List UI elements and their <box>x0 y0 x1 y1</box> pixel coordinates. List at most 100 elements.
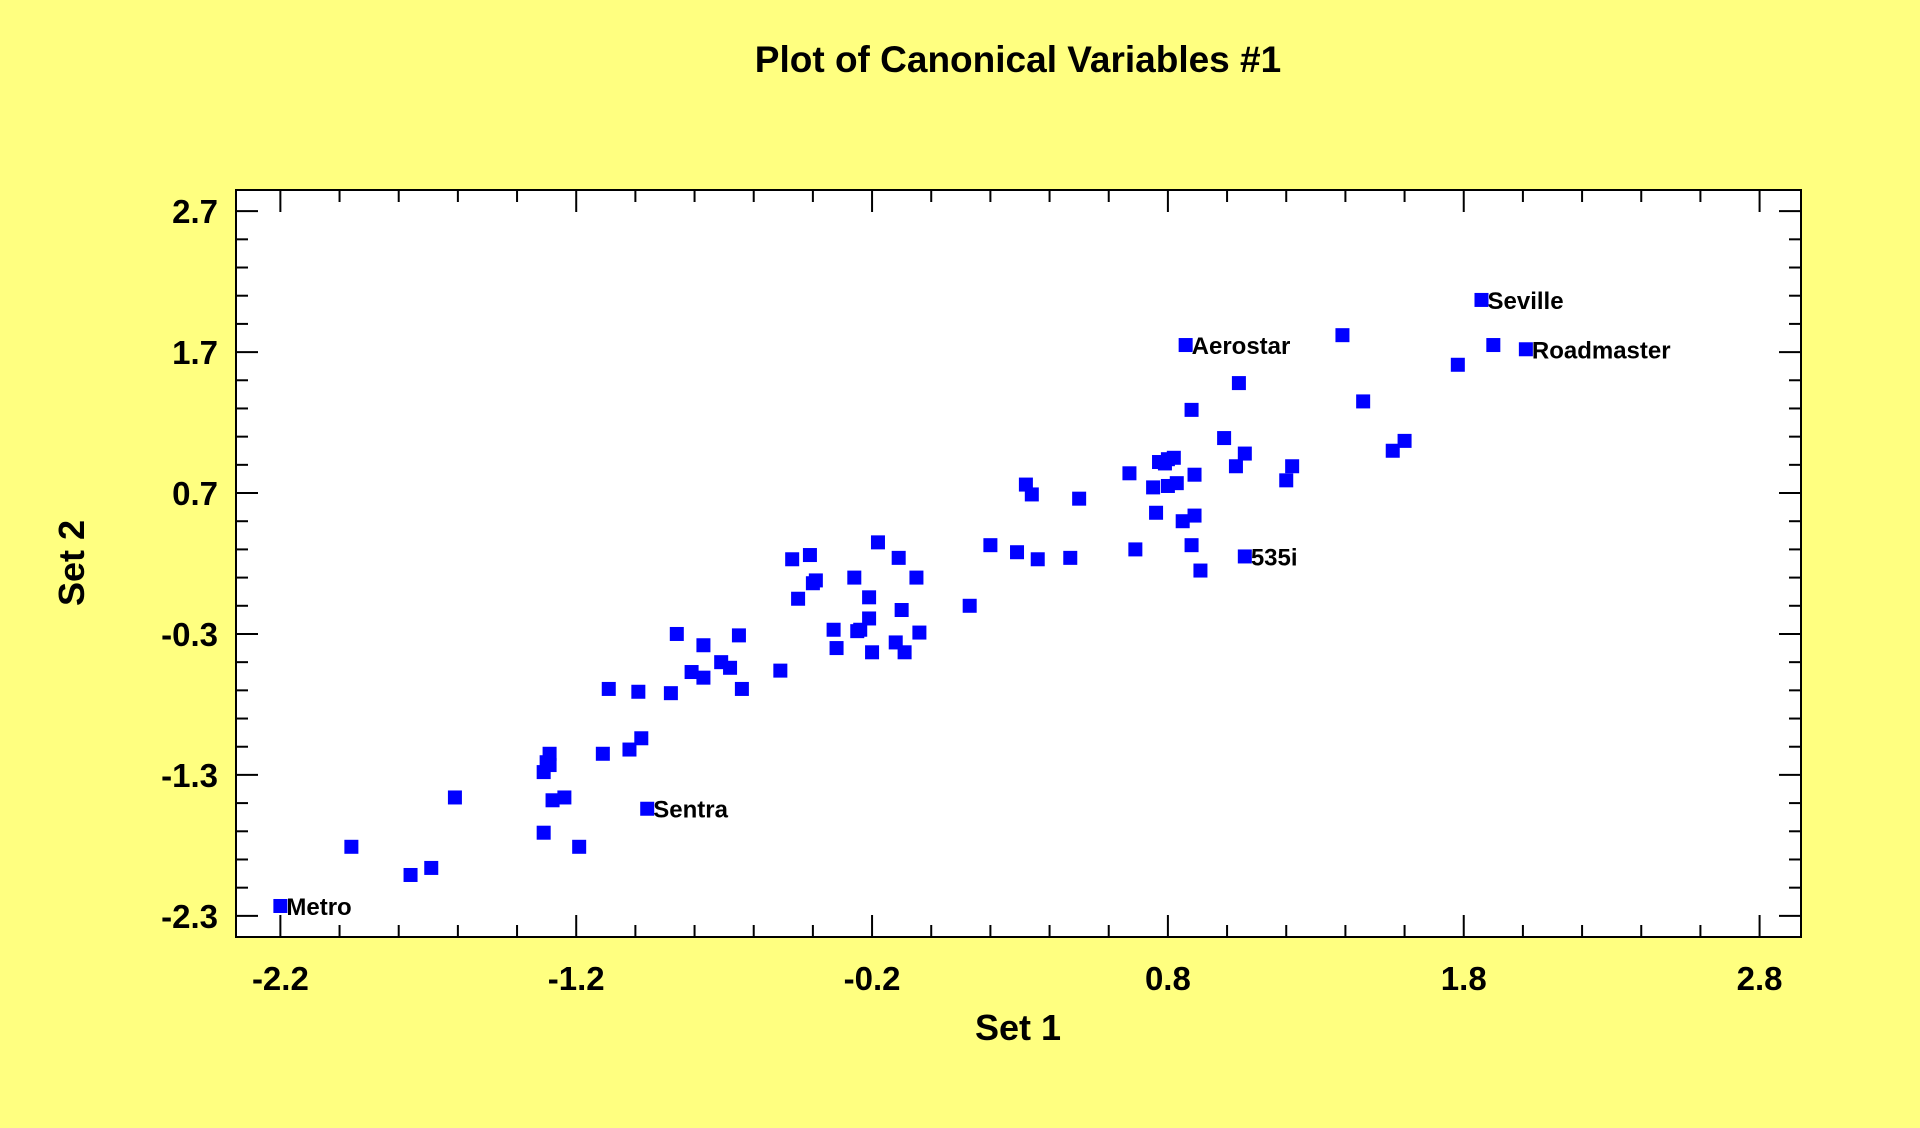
data-point <box>557 790 572 805</box>
data-point <box>1474 292 1489 307</box>
data-point <box>536 825 551 840</box>
data-point <box>1217 431 1232 446</box>
point-label: Sentra <box>653 797 728 824</box>
data-point <box>1072 491 1087 506</box>
data-point <box>723 660 738 675</box>
point-label: Metro <box>286 894 351 921</box>
data-point <box>894 603 909 618</box>
data-point <box>853 622 868 637</box>
data-point <box>1184 538 1199 553</box>
data-point <box>847 570 862 585</box>
data-point <box>808 573 823 588</box>
data-point <box>1187 467 1202 482</box>
data-point <box>1030 552 1045 567</box>
y-tick-label: 0.7 <box>172 475 218 512</box>
data-point <box>1149 505 1164 520</box>
y-tick-label: 2.7 <box>172 193 218 230</box>
data-point <box>1193 563 1208 578</box>
axis-ticks: -2.2 -1.2 -0.2 0.8 1.8 2.8 2.7 1.7 0.7 -0.3 -1.3 -2… <box>161 190 1801 997</box>
data-point <box>447 790 462 805</box>
x-tick-label: -0.2 <box>844 960 901 997</box>
data-point <box>1237 446 1252 461</box>
data-point <box>684 665 699 680</box>
data-point <box>631 684 646 699</box>
data-point <box>542 758 557 773</box>
x-axis-label: Set 1 <box>975 1007 1061 1048</box>
data-point <box>1175 514 1190 529</box>
point-label: Roadmaster <box>1532 337 1671 364</box>
data-point <box>1146 480 1161 495</box>
data-point <box>862 590 877 605</box>
data-point <box>1486 338 1501 353</box>
data-point <box>634 731 649 746</box>
data-point <box>696 638 711 653</box>
data-point <box>1279 473 1294 488</box>
data-point <box>663 686 678 701</box>
data-point <box>1063 550 1078 565</box>
data-point <box>962 598 977 613</box>
data-point <box>773 663 788 678</box>
data-point <box>572 839 587 854</box>
data-point <box>1285 459 1300 474</box>
y-tick-label: 1.7 <box>172 334 218 371</box>
point-label: Aerostar <box>1192 333 1291 360</box>
data-point <box>826 622 841 637</box>
data-point <box>601 681 616 696</box>
data-point <box>1122 466 1137 481</box>
data-point <box>891 550 906 565</box>
x-tick-label: -1.2 <box>548 960 605 997</box>
data-point <box>1184 402 1199 417</box>
data-point <box>1231 376 1246 391</box>
data-point <box>1335 328 1350 343</box>
point-label: Seville <box>1487 288 1563 315</box>
data-point <box>640 801 655 816</box>
data-point <box>542 746 557 761</box>
data-point <box>273 898 288 913</box>
data-point <box>1450 357 1465 372</box>
data-point <box>734 681 749 696</box>
data-point <box>909 570 924 585</box>
x-tick-label: -2.2 <box>252 960 309 997</box>
data-point <box>731 628 746 643</box>
data-point <box>424 860 439 875</box>
x-tick-label: 2.8 <box>1737 960 1783 997</box>
data-points: Metro Sentra Aerostar 535i Seville Roadmaster <box>273 288 1671 921</box>
data-point <box>622 742 637 757</box>
data-point <box>870 535 885 550</box>
data-point <box>595 746 610 761</box>
data-point <box>1228 459 1243 474</box>
data-point <box>983 538 998 553</box>
data-point <box>791 591 806 606</box>
data-point <box>1128 542 1143 557</box>
data-point <box>1187 508 1202 523</box>
data-point <box>1010 545 1025 560</box>
data-point <box>1397 433 1412 448</box>
chart-title: Plot of Canonical Variables #1 <box>755 39 1281 80</box>
y-tick-label: -2.3 <box>161 898 218 935</box>
y-tick-label: -0.3 <box>161 616 218 653</box>
data-point <box>785 552 800 567</box>
y-tick-label: -1.3 <box>161 757 218 794</box>
data-point <box>802 548 817 563</box>
point-label: 535i <box>1251 544 1298 571</box>
data-point <box>829 641 844 656</box>
data-point <box>1166 450 1181 465</box>
data-point <box>403 867 418 882</box>
data-point <box>1237 549 1252 564</box>
data-point <box>1385 443 1400 458</box>
data-point <box>897 645 912 660</box>
x-tick-label: 1.8 <box>1441 960 1487 997</box>
plot-area <box>235 189 1802 938</box>
data-point <box>696 670 711 685</box>
data-point <box>1356 394 1371 409</box>
data-point <box>545 793 560 808</box>
data-point <box>862 611 877 626</box>
data-point <box>1024 487 1039 502</box>
data-point <box>1178 338 1193 353</box>
data-point <box>344 839 359 854</box>
data-point <box>1518 342 1533 357</box>
data-point <box>912 625 927 640</box>
y-axis-label: Set 2 <box>51 520 92 606</box>
data-point <box>865 645 880 660</box>
